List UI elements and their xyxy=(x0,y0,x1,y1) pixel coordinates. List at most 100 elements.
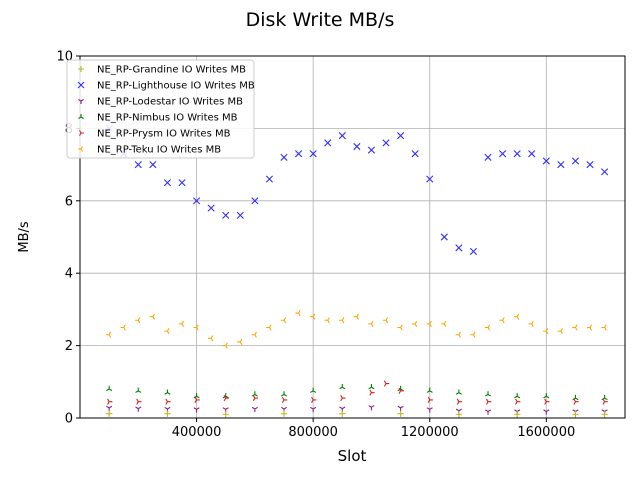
data-point xyxy=(397,410,404,417)
y-axis-label: MB/s xyxy=(17,221,32,253)
legend-label: NE_RP-Prysm IO Writes MB xyxy=(97,129,231,140)
data-point xyxy=(469,247,478,256)
data-point xyxy=(513,411,521,418)
y-tick-label: 2 xyxy=(65,339,73,354)
data-point xyxy=(339,384,346,390)
data-point xyxy=(149,313,155,320)
y-tick-label: 6 xyxy=(65,194,73,209)
data-point xyxy=(178,179,186,187)
x-tick-label: 1600000 xyxy=(517,425,575,440)
data-point xyxy=(251,331,257,338)
data-point xyxy=(340,395,346,402)
data-point xyxy=(601,411,608,418)
legend: NE_RP-Grandine IO Writes MB NE_RP-Lightho… xyxy=(66,59,255,159)
legend-item: NE_RP-Teku IO Writes MB xyxy=(78,145,221,156)
data-point xyxy=(309,313,316,320)
data-point xyxy=(222,411,229,418)
data-point xyxy=(572,324,578,331)
data-point xyxy=(353,313,359,320)
data-point xyxy=(571,157,580,165)
data-point xyxy=(513,313,520,320)
data-point xyxy=(426,320,432,327)
x-tick-label: 1200000 xyxy=(401,425,459,440)
data-point xyxy=(426,175,434,183)
data-point xyxy=(528,150,536,158)
chart-title: Disk Write MB/s xyxy=(246,9,395,31)
series-5 xyxy=(107,380,608,405)
data-point xyxy=(353,142,361,151)
data-point xyxy=(251,197,259,205)
data-point xyxy=(485,398,492,405)
data-point xyxy=(368,384,375,390)
data-point xyxy=(499,150,507,158)
data-point xyxy=(165,398,171,405)
data-point xyxy=(396,132,405,140)
series-6 xyxy=(105,309,607,349)
data-point xyxy=(543,328,549,335)
data-point xyxy=(514,393,521,399)
data-point xyxy=(528,320,534,327)
data-point xyxy=(164,328,170,335)
data-point xyxy=(426,407,433,413)
data-point xyxy=(368,405,375,411)
data-point xyxy=(455,244,463,252)
data-point xyxy=(543,393,550,399)
data-point xyxy=(441,320,447,327)
data-point xyxy=(484,391,492,397)
legend-marker xyxy=(77,81,85,89)
legend-marker xyxy=(78,146,83,152)
data-point xyxy=(455,411,463,418)
data-point xyxy=(135,317,141,324)
data-point xyxy=(339,410,346,417)
data-point xyxy=(484,324,491,331)
data-point xyxy=(265,175,274,183)
data-point xyxy=(515,398,521,405)
data-point xyxy=(266,324,272,331)
data-point xyxy=(586,324,593,331)
data-point xyxy=(455,389,462,395)
data-point xyxy=(557,328,563,335)
legend-marker xyxy=(78,66,84,72)
data-point xyxy=(602,398,608,405)
data-point xyxy=(601,324,607,331)
data-point xyxy=(499,317,505,324)
data-point xyxy=(107,398,113,405)
data-point xyxy=(484,409,492,415)
data-point xyxy=(192,197,201,205)
data-point xyxy=(397,324,403,331)
data-point xyxy=(484,153,492,161)
data-point xyxy=(601,168,609,176)
data-point xyxy=(542,157,550,165)
data-point xyxy=(324,317,330,324)
data-point xyxy=(135,406,142,412)
data-point xyxy=(135,387,142,393)
legend-box xyxy=(66,59,255,159)
legend-item: NE_RP-Nimbus IO Writes MB xyxy=(78,113,238,124)
data-point xyxy=(105,410,113,417)
data-point xyxy=(426,387,433,393)
data-point xyxy=(105,331,112,338)
legend-label: NE_RP-Teku IO Writes MB xyxy=(97,145,221,156)
data-point xyxy=(134,161,142,169)
data-point xyxy=(398,387,404,394)
data-point xyxy=(281,396,288,403)
data-point xyxy=(194,396,200,403)
data-point xyxy=(339,317,345,324)
data-point xyxy=(106,385,113,392)
data-point xyxy=(178,320,185,327)
data-point xyxy=(207,335,214,342)
legend-marker xyxy=(78,99,84,104)
data-point xyxy=(324,139,332,147)
y-tick-label: 4 xyxy=(65,267,73,282)
data-point xyxy=(427,396,433,403)
data-point xyxy=(280,317,287,324)
data-point xyxy=(251,406,258,413)
data-point xyxy=(440,233,448,241)
data-point xyxy=(223,395,229,402)
data-point xyxy=(222,342,228,349)
legend-item: NE_RP-Prysm IO Writes MB xyxy=(79,129,231,140)
data-point xyxy=(309,150,317,158)
legend-item: NE_RP-Grandine IO Writes MB xyxy=(78,65,246,76)
data-point xyxy=(237,338,243,346)
data-point xyxy=(193,324,199,331)
